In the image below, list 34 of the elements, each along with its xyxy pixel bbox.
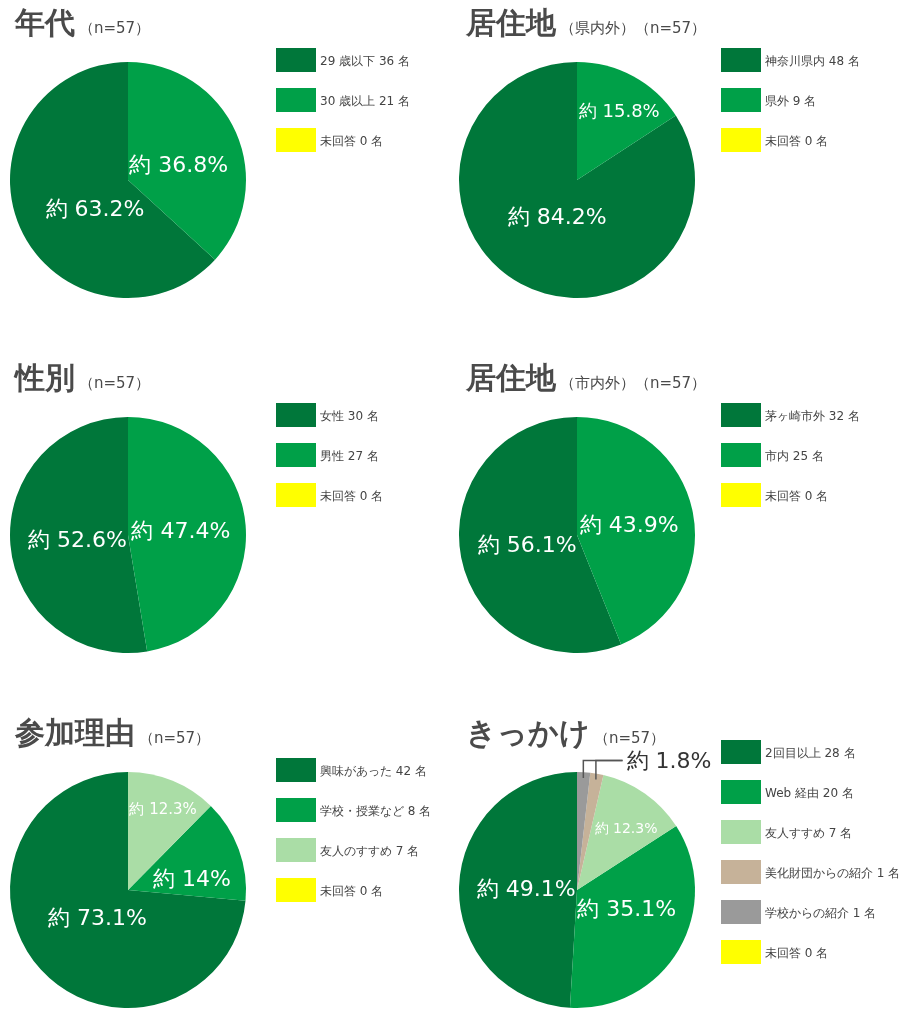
legend-label: 未回答 0 名: [765, 134, 829, 148]
chart-title: 居住地: [465, 360, 557, 395]
legend-label: 2回目以上 28 名: [765, 746, 856, 760]
legend-label: 友人すすめ 7 名: [765, 826, 853, 840]
legend-label: 市内 25 名: [765, 449, 824, 463]
legend-label: 友人のすすめ 7 名: [320, 844, 420, 858]
chart-title: 性別: [13, 360, 75, 395]
chart-subtitle: （県内外）（n=57）: [560, 19, 707, 37]
legend-label: 神奈川県内 48 名: [765, 54, 860, 68]
legend-label: 29 歳以下 36 名: [320, 54, 410, 68]
chart-subtitle: （市内外）（n=57）: [560, 374, 707, 392]
legend-label: 美化財団からの紹介 1 名: [765, 866, 901, 880]
chart-title: 居住地: [465, 5, 557, 40]
chart-title: きっかけ: [466, 715, 590, 750]
chart-subtitle: （n=57）: [79, 374, 151, 392]
legend-label: 未回答 0 名: [765, 946, 829, 960]
legend-label: 茅ヶ崎市外 32 名: [765, 409, 860, 423]
legend-label: 女性 30 名: [320, 409, 379, 423]
legend-label: 学校からの紹介 1 名: [765, 906, 877, 920]
legend-label: 県外 9 名: [765, 94, 817, 108]
legend-label: Web 経由 20 名: [765, 786, 854, 800]
legend-label: 男性 27 名: [320, 449, 379, 463]
chart-title: 参加理由: [14, 715, 135, 750]
chart-subtitle: （n=57）: [79, 19, 151, 37]
chart-subtitle: （n=57）: [594, 729, 666, 747]
legend-label: 30 歳以上 21 名: [320, 94, 410, 108]
legend-label: 未回答 0 名: [765, 489, 829, 503]
legend-label: 未回答 0 名: [320, 134, 384, 148]
legend-label: 学校・授業など 8 名: [320, 804, 432, 818]
legend-label: 未回答 0 名: [320, 884, 384, 898]
legend-label: 興味があった 42 名: [320, 764, 427, 778]
chart-subtitle: （n=57）: [139, 729, 211, 747]
chart-title: 年代: [14, 5, 75, 40]
legend-label: 未回答 0 名: [320, 489, 384, 503]
